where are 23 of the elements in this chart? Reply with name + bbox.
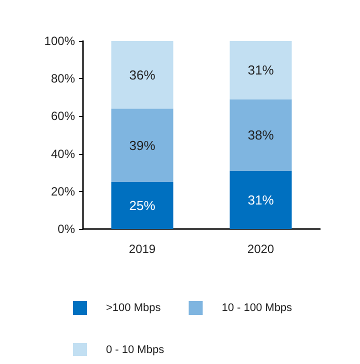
data-label: 38% xyxy=(248,128,274,142)
y-tick-label: 20% xyxy=(50,184,76,198)
bar xyxy=(230,41,292,100)
y-tick-label: 100% xyxy=(44,34,76,48)
y-tick-label: 60% xyxy=(50,109,76,124)
x-tick-label: 2020 xyxy=(247,242,274,256)
bar xyxy=(111,108,174,182)
data-label: 36% xyxy=(129,67,156,82)
data-label: 31% xyxy=(248,62,274,78)
bar xyxy=(111,182,174,229)
y-tick-label: 0% xyxy=(58,222,76,236)
legend-label: 0 - 10 Mbps xyxy=(106,344,165,356)
y-tick-label: 40% xyxy=(50,146,76,161)
x-tick-label: 2019 xyxy=(128,242,156,256)
data-label: 25% xyxy=(129,198,156,213)
bar xyxy=(230,99,292,171)
y-tick-label: 80% xyxy=(50,72,76,86)
legend-label: >100 Mbps xyxy=(106,302,162,314)
legend-label: 10 - 100 Mbps xyxy=(222,302,293,314)
bar xyxy=(230,170,292,229)
data-label: 39% xyxy=(129,138,156,153)
data-label: 31% xyxy=(248,192,274,208)
bar xyxy=(111,41,174,109)
